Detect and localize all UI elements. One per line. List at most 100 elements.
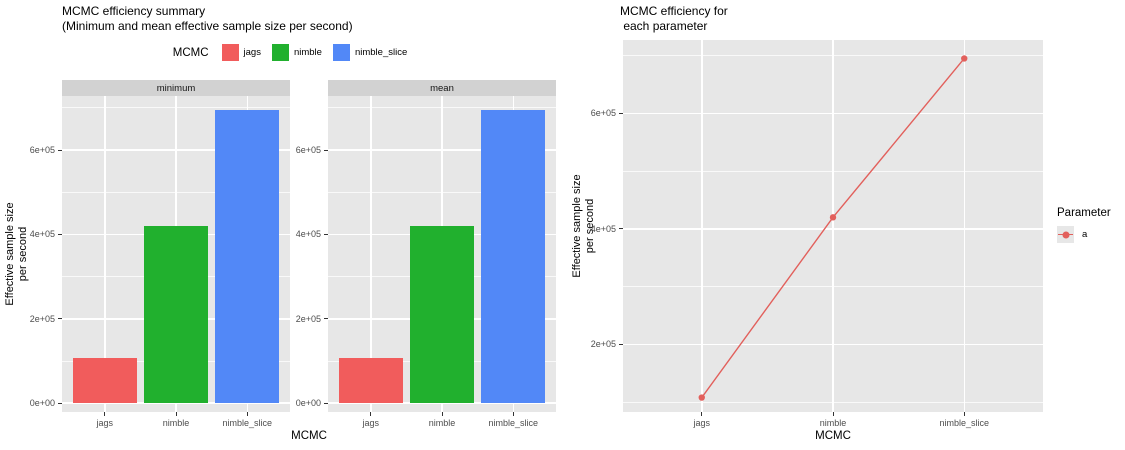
- y-tick-mark: [619, 112, 623, 114]
- gridline-minor: [623, 170, 1043, 172]
- bar-nimble: [409, 225, 475, 404]
- legend-swatch-icon: [271, 44, 289, 61]
- y-tick-mark: [324, 318, 328, 320]
- x-tick-label: nimble: [428, 418, 456, 428]
- gridline-minor: [623, 55, 1043, 56]
- y-tick-mark: [619, 343, 623, 345]
- legend-item-label: jags: [243, 47, 261, 58]
- x-tick-label: nimble_slice: [939, 418, 990, 428]
- gridline-major: [623, 343, 1043, 346]
- legend-item-nimble: nimble: [271, 44, 322, 61]
- line-series-a: [698, 55, 968, 401]
- left-chart-title: MCMC efficiency summary (Minimum and mea…: [62, 4, 353, 33]
- bar-jags: [338, 357, 403, 404]
- y-tick-label: 0e+00: [295, 398, 321, 409]
- y-tick-mark: [58, 318, 62, 320]
- y-tick-label: 2e+05: [29, 313, 55, 324]
- gridline-vertical: [701, 40, 703, 412]
- gridline-major: [623, 228, 1043, 230]
- legend-key-icon: [1057, 226, 1074, 243]
- x-tick-mark: [175, 412, 177, 416]
- x-tick-mark: [512, 412, 514, 416]
- fill-legend: MCMC jags nimble nimble_slice: [62, 43, 518, 62]
- legend-key-dot: [1062, 231, 1069, 238]
- legend-item-jags: jags: [221, 44, 261, 61]
- y-tick-mark: [324, 149, 328, 151]
- y-tick-mark: [324, 233, 328, 235]
- x-tick-mark: [963, 412, 965, 416]
- y-tick-label: 4e+05: [590, 223, 616, 234]
- gridline-minor: [328, 191, 556, 193]
- gridline-minor: [62, 107, 290, 109]
- panel-line-chart: jags nimble nimble_slice 2e+05 4e+05 6e+05: [591, 40, 1043, 428]
- fill-legend-title: MCMC: [172, 46, 209, 59]
- y-tick-mark: [58, 233, 62, 235]
- y-tick-mark: [324, 402, 328, 404]
- y-tick-label: 6e+05: [295, 145, 321, 155]
- parameter-legend-title: Parameter: [1057, 207, 1111, 219]
- legend-swatch-icon: [332, 44, 350, 61]
- x-tick-label: nimble: [819, 418, 847, 428]
- parameter-legend: Parameter a: [1057, 207, 1111, 243]
- data-point: [698, 394, 705, 401]
- data-point: [961, 55, 968, 62]
- x-tick-mark: [701, 412, 703, 416]
- facet-strip-mean: mean: [328, 80, 556, 96]
- gridline-major: [623, 112, 1043, 115]
- y-tick-label: 2e+05: [590, 339, 616, 350]
- gridline-vertical: [370, 96, 372, 412]
- line-path: [701, 58, 965, 398]
- legend-item-label: nimble_slice: [354, 47, 408, 58]
- y-tick-mark: [58, 149, 62, 151]
- legend-item-nimble_slice: nimble_slice: [332, 44, 408, 61]
- left-y-axis-title: Effective sample size per second: [4, 202, 29, 306]
- parameter-legend-label: a: [1082, 229, 1088, 240]
- x-tick-label: jags: [693, 418, 711, 428]
- panel-minimum: jags nimble nimble_slice 0e+00 2e+05 4e+05 6e+…: [30, 96, 290, 428]
- parameter-legend-entry: a: [1057, 226, 1111, 243]
- x-tick-label: nimble_slice: [488, 418, 539, 428]
- gridline-vertical: [963, 40, 965, 412]
- y-tick-label: 4e+05: [29, 229, 55, 240]
- gridline-vertical: [832, 40, 834, 412]
- right-chart-title: MCMC efficiency for each parameter: [620, 4, 728, 33]
- bar-nimble_slice: [215, 109, 280, 404]
- x-tick-mark: [370, 412, 372, 416]
- gridline-vertical: [104, 96, 106, 412]
- x-tick-mark: [441, 412, 443, 416]
- legend-item-label: nimble: [293, 47, 322, 58]
- bar-nimble_slice: [481, 109, 546, 404]
- panel-mean: jags nimble nimble_slice 0e+00 2e+05 4e+05 6e+…: [296, 96, 556, 428]
- y-tick-mark: [619, 228, 623, 230]
- gridline-major: [62, 149, 290, 151]
- gridline-major: [328, 149, 556, 151]
- data-point: [829, 214, 837, 221]
- gridline-minor: [328, 107, 556, 109]
- gridline-minor: [62, 191, 290, 193]
- facet-strip-minimum: minimum: [62, 80, 290, 96]
- y-tick-mark: [58, 402, 62, 404]
- gridline-major: [328, 402, 556, 404]
- x-tick-label: nimble: [162, 418, 190, 428]
- x-tick-label: jags: [96, 418, 114, 428]
- x-tick-mark: [104, 412, 106, 416]
- x-tick-mark: [246, 412, 248, 416]
- legend-swatch-icon: [221, 44, 239, 61]
- y-tick-label: 4e+05: [295, 229, 321, 240]
- x-tick-label: nimble_slice: [222, 418, 273, 428]
- y-tick-label: 0e+00: [29, 398, 55, 409]
- x-tick-mark: [832, 412, 834, 416]
- bar-nimble: [143, 225, 209, 404]
- right-x-axis-title: MCMC: [815, 430, 851, 442]
- fill-legend-items: jags nimble nimble_slice: [221, 44, 408, 61]
- gridline-major: [62, 402, 290, 404]
- y-tick-label: 2e+05: [295, 313, 321, 324]
- left-x-axis-title: MCMC: [291, 430, 327, 442]
- y-tick-label: 6e+05: [29, 145, 55, 155]
- gridline-minor: [623, 401, 1043, 403]
- y-tick-label: 6e+05: [590, 108, 616, 119]
- x-tick-label: jags: [362, 418, 380, 428]
- gridline-minor: [623, 286, 1043, 288]
- bar-jags: [72, 357, 137, 404]
